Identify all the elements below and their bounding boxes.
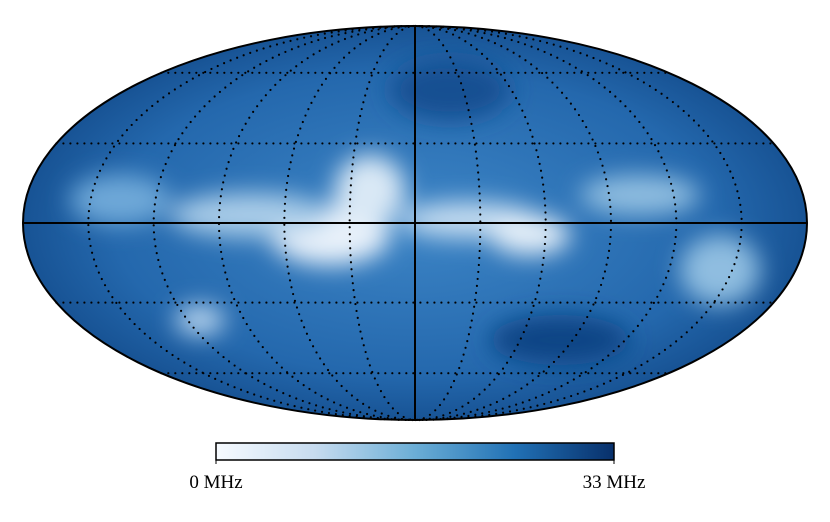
bright-region — [70, 175, 170, 225]
bright-region — [580, 175, 700, 215]
bright-region — [490, 215, 570, 255]
bright-region — [170, 193, 330, 237]
map-features — [70, 60, 760, 365]
dark-region — [490, 315, 630, 365]
bright-region — [680, 235, 760, 305]
map-outline — [22, 25, 808, 421]
dark-region — [390, 60, 510, 120]
colorbar-tick-label: 33 MHz — [583, 472, 646, 493]
colorbar-ticks: 0 MHz 33 MHz — [189, 460, 645, 493]
colorbar — [215, 442, 615, 461]
bright-region — [335, 155, 405, 225]
colorbar-tick-label: 0 MHz — [189, 472, 242, 493]
bright-region — [175, 305, 225, 335]
